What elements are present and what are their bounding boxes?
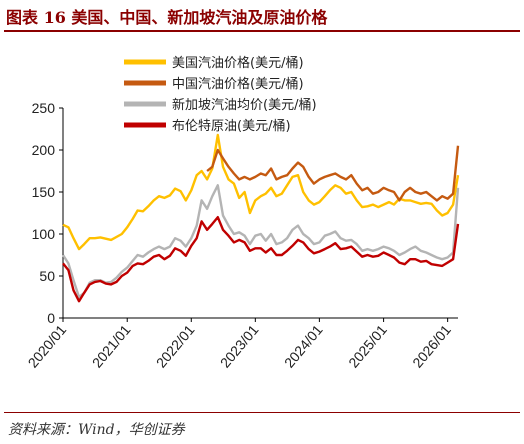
legend-label: 美国汽油价格(美元/桶) bbox=[172, 55, 304, 71]
legend-label: 新加坡汽油均价(美元/桶) bbox=[172, 97, 317, 113]
series-line-3 bbox=[61, 184, 460, 299]
x-tick-label: 2022/01 bbox=[153, 321, 198, 370]
x-tick-label: 2023/01 bbox=[217, 321, 262, 370]
x-tick-label: 2024/01 bbox=[281, 321, 326, 370]
figure-title: 图表 16 美国、中国、新加坡汽油及原油价格 bbox=[6, 8, 328, 27]
source-rule bbox=[4, 412, 520, 413]
y-tick-label: 50 bbox=[39, 268, 55, 284]
series-line-2 bbox=[206, 145, 460, 202]
x-tick-label: 2021/01 bbox=[89, 321, 134, 370]
x-tick-group: 2020/01 2021/01 2022/01 2023/01 2024/01 2025/… bbox=[25, 318, 454, 371]
y-tick-group: 0 50 100 150 200 250 bbox=[32, 100, 63, 326]
legend-label: 布伦特原油(美元/桶) bbox=[172, 119, 291, 134]
x-tick-label: 2025/01 bbox=[345, 321, 390, 370]
title-rule bbox=[4, 30, 520, 32]
series-line-4 bbox=[62, 216, 460, 303]
series-line-1 bbox=[62, 133, 460, 251]
series-group bbox=[61, 133, 460, 303]
y-tick-label: 200 bbox=[32, 142, 56, 158]
x-tick-label: 2020/01 bbox=[25, 321, 70, 370]
y-tick-label: 150 bbox=[32, 184, 56, 200]
legend-label: 中国汽油价格(美元/桶) bbox=[172, 76, 304, 92]
x-tick-label: 2026/01 bbox=[409, 321, 454, 370]
legend: 美国汽油价格(美元/桶) 中国汽油价格(美元/桶) 新加坡汽油均价(美元/桶) 布伦特… bbox=[124, 55, 317, 134]
y-tick-label: 100 bbox=[32, 226, 56, 242]
source-note: 资料来源：Wind，华创证券 bbox=[8, 422, 185, 438]
y-tick-label: 250 bbox=[32, 100, 56, 116]
y-tick-label: 0 bbox=[47, 310, 55, 326]
